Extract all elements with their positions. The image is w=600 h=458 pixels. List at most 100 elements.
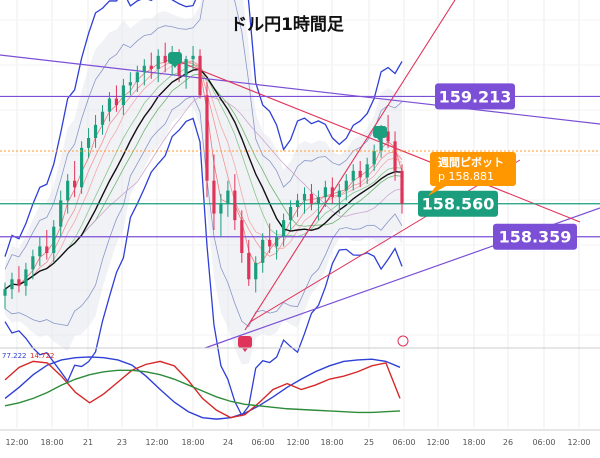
candle-body [316,197,321,204]
candle-body [288,207,293,221]
candle-body [400,170,404,204]
candle-body [184,59,188,76]
candle-body [226,190,230,204]
candle-body [66,180,70,201]
x-tick-label: 06:00 [251,438,274,447]
candle-body [337,190,341,198]
candle-body [191,55,195,60]
candle-body [233,190,237,221]
trendline-red-channel [249,159,521,323]
candle-body [281,220,286,237]
candle-body [45,246,49,253]
candle-body [73,180,77,188]
x-tick-label: 23 [117,438,127,447]
candle-body [86,138,91,148]
candle-body [323,187,327,198]
price-level-label: 158.560 [418,190,498,217]
candle-body [268,239,272,247]
candle-body [379,131,383,152]
x-tick-label: 06:00 [532,438,555,447]
bollinger-lower-3sigma [4,117,403,417]
candle-body [156,55,160,69]
oscillator-label: 77.222 [2,352,27,360]
marker-low-pin-pointer [242,348,248,352]
x-tick-label: 12:00 [145,438,168,447]
candle-body [247,253,251,280]
x-tick-label: 18:00 [320,438,343,447]
candle-body [107,98,112,112]
x-tick-label: 24 [223,438,233,447]
price-level-label-text: 159.213 [439,87,512,106]
pivot-callout-value: p 158.881 [438,170,494,183]
candle-body [59,200,63,227]
candle-body [142,65,146,73]
candle-body [100,111,105,125]
price-level-label-bg [493,223,577,250]
candle-body [114,98,119,106]
candle-body [198,55,202,96]
marker-low-pin [238,336,252,348]
chart-title: ドル円1時間足 [230,14,344,35]
x-tick-label: 12:00 [426,438,449,447]
x-axis: 12:00 18:00 21 23 12:00 18:00 24 06:00 12:00 18:0… [5,438,590,447]
x-tick-label: 06:00 [392,438,415,447]
candle-body [163,55,167,63]
ma-black-line [4,68,403,290]
x-tick-label: 12:00 [567,438,590,447]
x-tick-label: 18:00 [462,438,485,447]
candle-body [344,180,348,191]
candle-body [17,279,21,286]
candle-body [31,256,35,270]
x-tick-label: 12:00 [286,438,309,447]
x-tick-label: 12:00 [5,438,28,447]
candle-body [330,187,334,198]
marker-high-pin-pointer [377,138,383,142]
candle-body [52,226,56,253]
candle-body [372,151,376,165]
candle-body [351,170,355,181]
ma-ribbon-line [4,60,403,290]
candle-body [135,72,139,83]
x-tick-label: 18:00 [40,438,63,447]
candle-body [93,124,98,138]
x-tick-label: 18:00 [181,438,204,447]
price-level-label: 159.213 [435,83,515,110]
candle-body [386,131,390,142]
candle-body [254,262,258,280]
candle-body [3,289,7,296]
candle-body [149,65,153,69]
bollinger-lower-2sigma [4,95,403,328]
oscillator-line [4,356,401,420]
oscillator-line [4,369,401,414]
price-level-label: 158.359 [493,223,577,250]
candle-body [302,193,307,201]
x-tick-label: 26 [503,438,513,447]
candle-body [128,82,132,86]
bollinger-upper-2sigma [4,0,403,270]
oscillator-line [4,360,401,419]
marker-high-pin [168,52,182,64]
pivot-callout-pointer [428,186,446,196]
pivot-callout-bg [430,152,516,186]
candle-body [295,200,300,207]
price-level-label-bg [418,190,498,217]
candle-body [358,170,362,178]
bollinger-band-fill [5,0,402,365]
trendline-upper-purple [0,54,600,125]
pivot-callout-title: 週間ピボット [438,155,504,169]
x-tick-label: 25 [364,438,374,447]
marker-high-pin [373,126,387,138]
candle-body [365,164,369,178]
candle-body [24,269,28,286]
trendline-red-down [174,59,581,223]
trendline-red-up [244,0,456,331]
candle-body [80,147,84,188]
lightning-icon [397,335,409,347]
candle-body [393,141,397,171]
candle-body [38,246,42,257]
bollinger-upper-3sigma [4,0,403,257]
candle-body [177,52,181,76]
